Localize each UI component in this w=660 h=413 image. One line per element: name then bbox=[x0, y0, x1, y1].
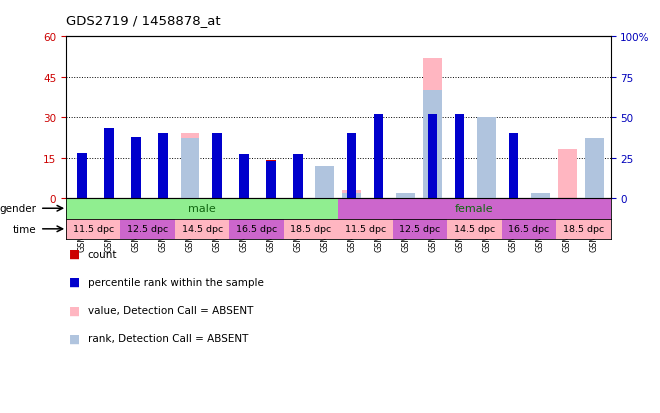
Bar bbox=[315, 183, 334, 199]
Bar bbox=[230, 219, 284, 240]
Text: 18.5 dpc: 18.5 dpc bbox=[290, 225, 331, 234]
Bar bbox=[77, 155, 87, 199]
Bar bbox=[477, 126, 496, 199]
Bar bbox=[239, 155, 249, 199]
Text: 16.5 dpc: 16.5 dpc bbox=[236, 225, 277, 234]
Bar bbox=[266, 161, 276, 199]
Text: GDS2719 / 1458878_at: GDS2719 / 1458878_at bbox=[66, 14, 220, 27]
Bar bbox=[455, 118, 464, 199]
Bar bbox=[266, 161, 276, 199]
Bar bbox=[338, 219, 393, 240]
Bar bbox=[585, 171, 604, 199]
Bar bbox=[502, 219, 556, 240]
Bar bbox=[455, 114, 464, 199]
Bar bbox=[293, 155, 302, 199]
Bar bbox=[447, 219, 502, 240]
Bar bbox=[158, 142, 168, 199]
Bar bbox=[175, 219, 230, 240]
Text: female: female bbox=[455, 204, 494, 214]
Bar bbox=[293, 155, 302, 199]
Bar bbox=[347, 134, 356, 199]
Text: 12.5 dpc: 12.5 dpc bbox=[127, 225, 168, 234]
Text: ■: ■ bbox=[69, 247, 81, 261]
Text: ■: ■ bbox=[69, 275, 81, 289]
Bar bbox=[428, 121, 438, 199]
Text: 12.5 dpc: 12.5 dpc bbox=[399, 225, 441, 234]
Bar bbox=[239, 155, 249, 199]
Text: percentile rank within the sample: percentile rank within the sample bbox=[88, 277, 263, 287]
Bar bbox=[131, 142, 141, 199]
Bar bbox=[374, 114, 383, 199]
Text: ■: ■ bbox=[69, 304, 81, 317]
Text: 16.5 dpc: 16.5 dpc bbox=[508, 225, 549, 234]
Bar bbox=[104, 139, 114, 199]
Text: 18.5 dpc: 18.5 dpc bbox=[562, 225, 604, 234]
Bar bbox=[509, 134, 518, 199]
Bar bbox=[284, 219, 338, 240]
Text: value, Detection Call = ABSENT: value, Detection Call = ABSENT bbox=[88, 305, 253, 315]
Bar bbox=[77, 153, 87, 199]
Text: gender: gender bbox=[0, 204, 36, 214]
Bar bbox=[66, 219, 120, 240]
Text: time: time bbox=[13, 224, 36, 234]
Bar bbox=[343, 194, 361, 199]
Bar bbox=[423, 59, 442, 199]
Text: 14.5 dpc: 14.5 dpc bbox=[454, 225, 495, 234]
Bar bbox=[509, 139, 518, 199]
Bar bbox=[343, 190, 361, 199]
Text: 11.5 dpc: 11.5 dpc bbox=[345, 225, 386, 234]
Bar bbox=[66, 199, 338, 219]
Bar bbox=[347, 139, 356, 199]
Bar bbox=[558, 150, 577, 199]
Bar bbox=[423, 90, 442, 199]
Bar bbox=[181, 134, 199, 199]
Bar bbox=[131, 137, 141, 199]
Bar bbox=[477, 118, 496, 199]
Bar bbox=[396, 194, 415, 199]
Bar bbox=[374, 118, 383, 199]
Bar bbox=[556, 219, 611, 240]
Bar bbox=[120, 219, 175, 240]
Text: 14.5 dpc: 14.5 dpc bbox=[182, 225, 223, 234]
Bar bbox=[104, 129, 114, 199]
Text: count: count bbox=[88, 249, 117, 259]
Bar bbox=[428, 114, 438, 199]
Text: male: male bbox=[188, 204, 216, 214]
Bar bbox=[338, 199, 610, 219]
Bar bbox=[585, 139, 604, 199]
Text: rank, Detection Call = ABSENT: rank, Detection Call = ABSENT bbox=[88, 333, 248, 343]
Bar bbox=[181, 139, 199, 199]
Text: ■: ■ bbox=[69, 332, 81, 345]
Bar bbox=[158, 134, 168, 199]
Bar bbox=[213, 134, 222, 199]
Bar bbox=[396, 193, 415, 199]
Bar bbox=[213, 139, 222, 199]
Bar bbox=[531, 194, 550, 199]
Bar bbox=[315, 166, 334, 199]
Text: 11.5 dpc: 11.5 dpc bbox=[73, 225, 114, 234]
Bar bbox=[393, 219, 447, 240]
